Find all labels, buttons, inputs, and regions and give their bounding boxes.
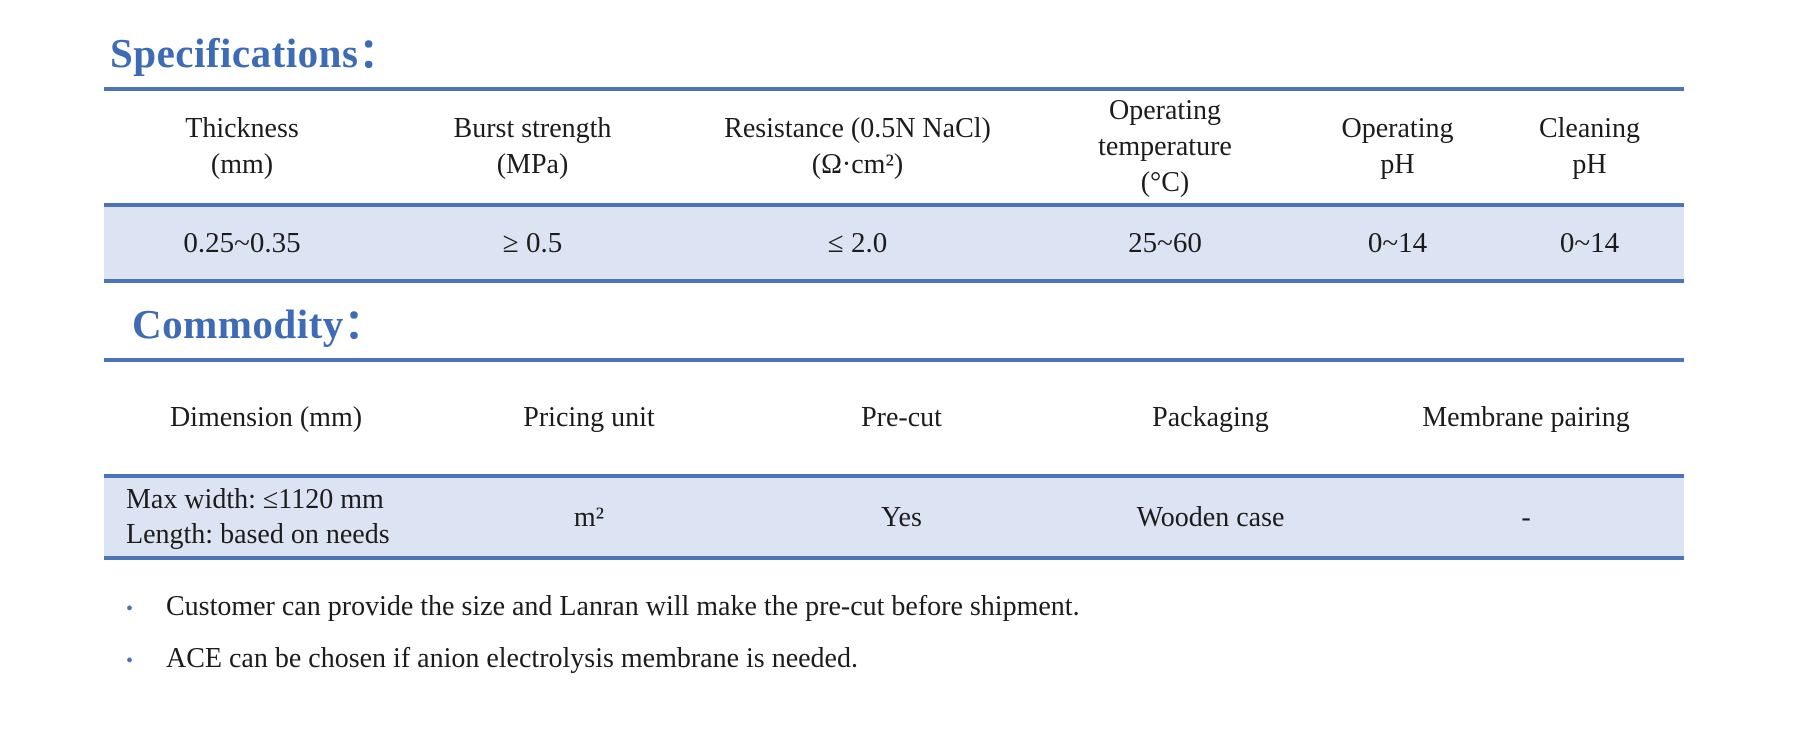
- spec-value-cleaning-ph: 0~14: [1559, 226, 1620, 259]
- spec-value-resistance: ≤ 2.0: [827, 226, 888, 259]
- bullet-icon: •: [126, 598, 134, 620]
- spec-header-resistance: Resistance (0.5N NaCl) (Ω·cm²): [724, 113, 991, 180]
- note-item: • ACE can be chosen if anion electrolysi…: [104, 642, 1684, 678]
- commodity-value-membrane-pairing: -: [1521, 501, 1531, 533]
- spec-header-burst-strength: Burst strength (MPa): [453, 113, 612, 180]
- commodity-header-pre-cut: Pre-cut: [861, 402, 942, 433]
- commodity-header-membrane-pairing: Membrane pairing: [1422, 402, 1630, 433]
- commodity-title-rule: [104, 358, 1684, 362]
- commodity-header-row: Dimension (mm) Pricing unit Pre-cut Pack…: [104, 362, 1684, 474]
- commodity-value-packaging: Wooden case: [1136, 501, 1285, 533]
- commodity-header-packaging: Packaging: [1152, 402, 1269, 433]
- spec-value-burst-strength: ≥ 0.5: [502, 226, 563, 259]
- commodity-value-dimension: Max width: ≤1120 mm Length: based on nee…: [126, 484, 390, 550]
- spec-header-operating-ph: Operating pH: [1341, 113, 1454, 180]
- commodity-data-row: Max width: ≤1120 mm Length: based on nee…: [104, 474, 1684, 560]
- note-text-precut: Customer can provide the size and Lanran…: [166, 591, 1080, 622]
- commodity-header-pricing-unit: Pricing unit: [523, 402, 655, 433]
- specifications-header-row: Thickness (mm) Burst strength (MPa) Resi…: [104, 91, 1684, 203]
- specifications-title-rule: [104, 87, 1684, 91]
- spec-value-operating-temperature: 25~60: [1128, 226, 1202, 259]
- spec-header-operating-temperature: Operating temperature (°C): [1098, 95, 1232, 198]
- spec-value-thickness: 0.25~0.35: [183, 226, 301, 259]
- bullet-icon: •: [126, 650, 134, 672]
- spec-header-cleaning-ph: Cleaning pH: [1538, 113, 1641, 180]
- specifications-title: Specifications：: [110, 30, 400, 76]
- note-item: • Customer can provide the size and Lanr…: [104, 590, 1684, 626]
- specifications-data-row: 0.25~0.35 ≥ 0.5 ≤ 2.0 25~60 0~14 0~14: [104, 203, 1684, 283]
- commodity-value-pricing-unit: m²: [573, 501, 605, 533]
- commodity-header-dimension: Dimension (mm): [169, 402, 363, 433]
- spec-header-thickness: Thickness (mm): [185, 113, 299, 180]
- footnotes: • Customer can provide the size and Lanr…: [104, 590, 1684, 678]
- page-content: Specifications： Thickness (mm) Burst str…: [104, 0, 1684, 694]
- commodity-value-pre-cut: Yes: [881, 501, 922, 533]
- commodity-title: Commodity：: [132, 301, 386, 347]
- note-text-ace: ACE can be chosen if anion electrolysis …: [166, 643, 858, 674]
- spec-value-operating-ph: 0~14: [1367, 226, 1428, 259]
